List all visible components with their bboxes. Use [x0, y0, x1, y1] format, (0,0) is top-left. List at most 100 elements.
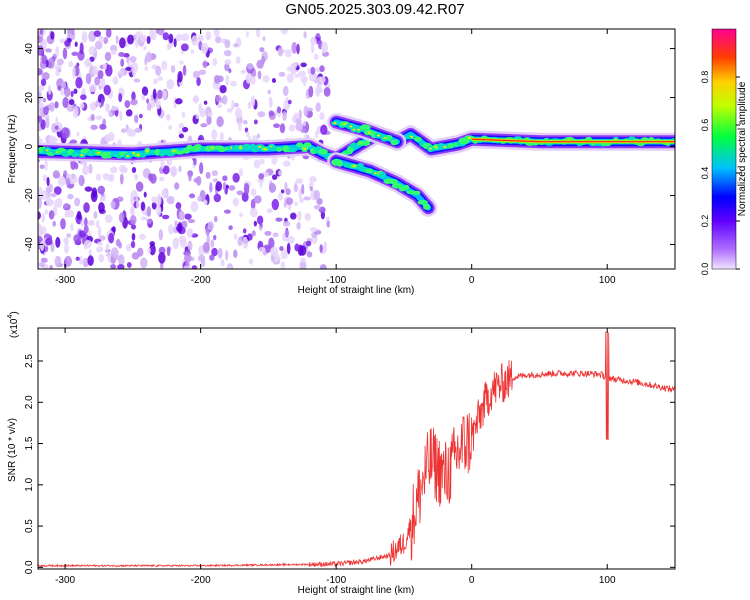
noise-speck [57, 85, 62, 91]
noise-speck [98, 85, 102, 90]
noise-speck [162, 90, 167, 99]
noise-speck [146, 35, 151, 45]
noise-speck [296, 221, 301, 230]
noise-speck [79, 230, 86, 238]
noise-speck [306, 107, 314, 112]
noise-speck [234, 107, 243, 119]
noise-speck [49, 102, 55, 112]
spectrogram-bands [38, 113, 675, 217]
noise-speck [178, 122, 185, 130]
upper-branch-peak [343, 122, 347, 125]
noise-speck [290, 212, 297, 220]
noise-speck [203, 100, 208, 105]
y-tick-label: 40 [24, 43, 35, 55]
noise-speck [280, 29, 289, 35]
noise-speck [196, 175, 202, 186]
noise-speck [44, 159, 48, 172]
noise-speck [146, 206, 152, 217]
noise-speck [159, 176, 165, 182]
noise-speck [247, 101, 252, 110]
noise-speck [151, 201, 157, 210]
noise-speck [268, 110, 275, 117]
noise-speck [321, 41, 329, 54]
noise-speck [84, 58, 92, 68]
noise-speck [100, 77, 106, 90]
noise-speck [47, 57, 55, 69]
noise-speck [108, 173, 115, 182]
noise-speck [53, 186, 62, 195]
noise-speck [52, 170, 60, 179]
noise-speck [278, 71, 286, 77]
noise-speck [130, 194, 135, 206]
noise-speck [313, 189, 321, 201]
noise-speck [130, 240, 136, 249]
noise-speck [253, 159, 261, 169]
noise-speck [38, 115, 43, 123]
noise-speck [282, 85, 289, 97]
noise-speck [323, 86, 331, 97]
noise-speck [224, 39, 231, 49]
noise-speck [51, 136, 58, 144]
noise-speck [76, 210, 82, 220]
noise-speck [57, 176, 66, 187]
noise-speck [284, 181, 288, 191]
snr-frame [37, 327, 676, 570]
noise-speck [55, 70, 61, 77]
noise-speck [197, 195, 202, 202]
x-tick-label: -100 [326, 575, 346, 586]
noise-speck [143, 191, 147, 198]
noise-speck [126, 243, 132, 252]
noise-speck [168, 124, 173, 130]
noise-speck [264, 230, 272, 236]
noise-speck [110, 49, 117, 56]
colorbar-tick-label: 0.2 [700, 215, 710, 228]
noise-speck [310, 36, 317, 46]
noise-speck [65, 177, 71, 186]
noise-speck [41, 72, 50, 81]
noise-speck [76, 131, 80, 137]
noise-speck [188, 171, 192, 182]
noise-speck [175, 33, 183, 42]
noise-speck [61, 81, 67, 89]
noise-speck [166, 43, 171, 51]
noise-speck [202, 241, 210, 253]
noise-speck [140, 257, 148, 269]
main-band-blob [251, 147, 259, 153]
x-tick-label: 0 [469, 275, 475, 286]
noise-speck [299, 245, 307, 256]
noise-speck [166, 246, 171, 257]
noise-speck [250, 188, 257, 197]
noise-speck [217, 247, 223, 259]
lower-branch-peak [352, 165, 356, 168]
colorbar: 0.0 0.2 0.4 0.6 0.8 Normalized spectral ampl… [700, 28, 748, 275]
noise-speck [192, 70, 200, 79]
noise-speck [213, 234, 217, 241]
noise-speck [268, 97, 273, 109]
noise-speck [178, 165, 182, 173]
noise-speck [215, 94, 222, 103]
noise-speck [64, 86, 71, 98]
noise-speck [247, 63, 254, 70]
noise-speck [149, 173, 157, 184]
noise-speck [38, 68, 43, 76]
noise-speck [97, 225, 102, 238]
noise-speck [249, 207, 258, 218]
noise-speck [60, 88, 66, 96]
noise-speck [161, 188, 168, 199]
noise-speck [102, 62, 107, 71]
main-band-peak [428, 147, 432, 150]
noise-speck [55, 45, 60, 58]
noise-speck [131, 232, 136, 241]
upper-branch-peak [376, 134, 380, 137]
noise-speck [199, 107, 206, 118]
noise-speck [326, 220, 330, 228]
noise-speck [158, 229, 164, 241]
main-band-blob [174, 150, 185, 155]
noise-speck [250, 95, 256, 107]
noise-speck [243, 182, 250, 195]
noise-speck [62, 47, 68, 60]
noise-speck [84, 186, 93, 192]
upper-branch-peak [349, 125, 353, 128]
noise-speck [147, 247, 151, 254]
main-band-peak [443, 146, 447, 149]
